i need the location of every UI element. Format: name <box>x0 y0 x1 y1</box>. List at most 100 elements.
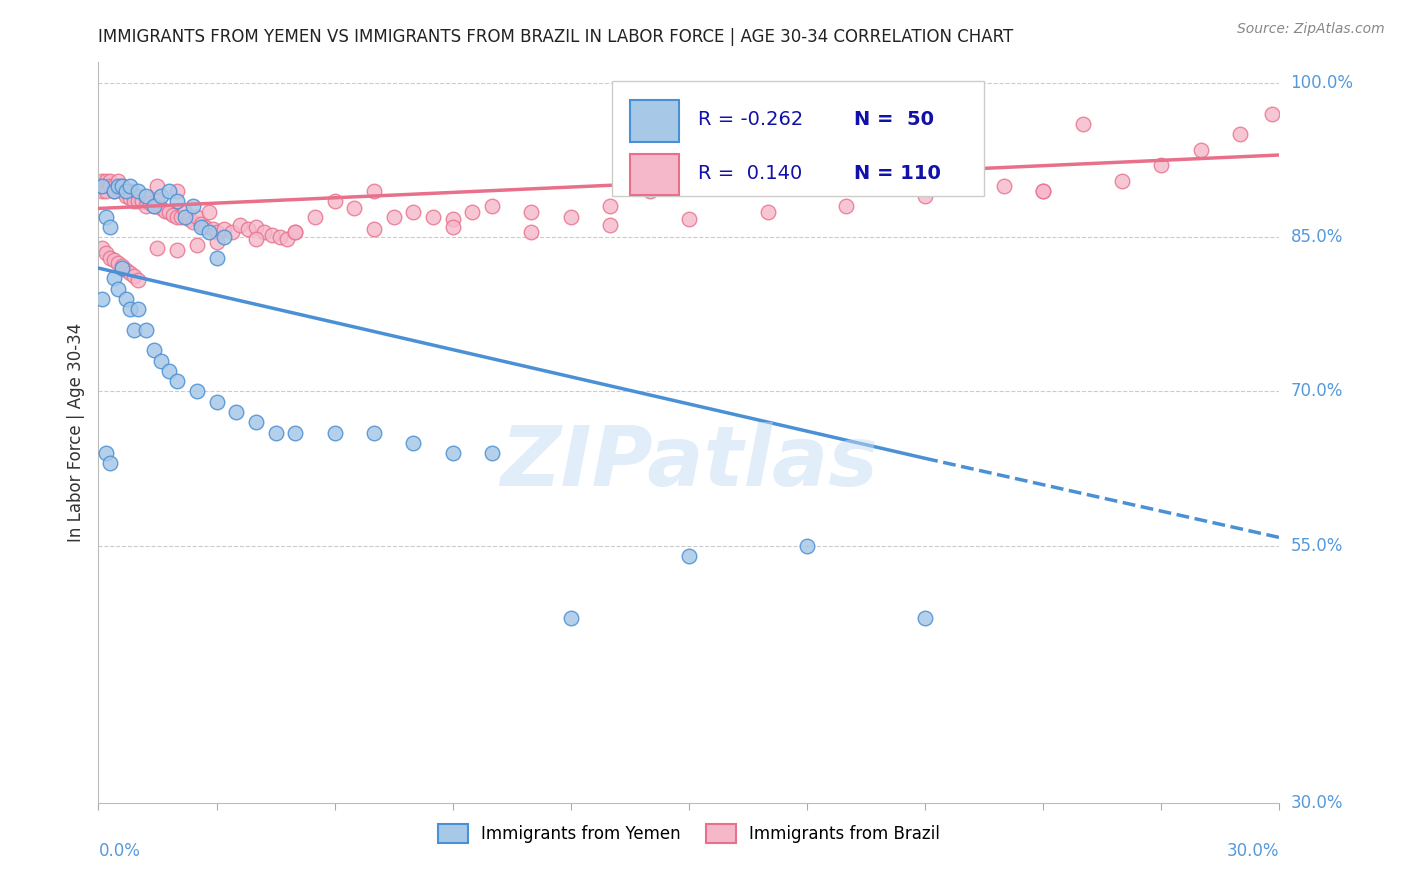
Text: R = -0.262: R = -0.262 <box>699 110 804 129</box>
Point <box>190 219 212 234</box>
Point <box>96 184 118 198</box>
Point <box>205 225 228 239</box>
Point <box>402 436 425 450</box>
Point <box>678 549 700 563</box>
Point <box>142 199 165 213</box>
Point <box>1189 143 1212 157</box>
Point <box>122 194 145 209</box>
Point <box>96 210 118 224</box>
Point <box>756 150 779 164</box>
Point <box>107 174 129 188</box>
Point <box>170 210 193 224</box>
Point <box>157 364 180 378</box>
Point <box>103 178 125 193</box>
Point <box>181 199 204 213</box>
Point <box>127 194 149 209</box>
Point <box>441 219 464 234</box>
Point <box>560 611 582 625</box>
Point <box>1032 184 1054 198</box>
Point <box>111 178 134 193</box>
Point <box>146 240 169 255</box>
Point <box>363 425 385 440</box>
Point <box>221 225 243 239</box>
Point <box>103 184 125 198</box>
Point <box>115 292 138 306</box>
Text: 100.0%: 100.0% <box>1291 74 1354 92</box>
Point <box>194 219 217 234</box>
Point <box>115 184 138 198</box>
Point <box>174 204 197 219</box>
Text: ZIPatlas: ZIPatlas <box>501 422 877 503</box>
Point <box>91 184 114 198</box>
Point <box>155 203 177 218</box>
Point <box>118 302 141 317</box>
Text: Source: ZipAtlas.com: Source: ZipAtlas.com <box>1237 22 1385 37</box>
Point <box>363 222 385 236</box>
Point <box>186 210 208 224</box>
FancyBboxPatch shape <box>630 153 679 195</box>
Point <box>481 446 503 460</box>
Point <box>304 210 326 224</box>
Point <box>276 232 298 246</box>
Point <box>560 210 582 224</box>
Point <box>111 178 134 193</box>
Point <box>520 225 543 239</box>
Point <box>205 251 228 265</box>
Point <box>162 208 184 222</box>
Point <box>127 189 149 203</box>
Point <box>157 184 180 198</box>
Point <box>135 189 157 203</box>
Point <box>142 343 165 358</box>
Point <box>461 204 484 219</box>
FancyBboxPatch shape <box>612 81 984 195</box>
Point <box>91 178 114 193</box>
Point <box>98 219 121 234</box>
Text: 30.0%: 30.0% <box>1227 842 1279 860</box>
Point <box>181 215 204 229</box>
Point <box>599 199 621 213</box>
Point <box>131 194 153 209</box>
Point <box>157 204 180 219</box>
Point <box>993 178 1015 193</box>
Point <box>107 282 129 296</box>
Point <box>1071 117 1094 131</box>
Point <box>914 174 936 188</box>
Point <box>150 202 173 216</box>
Point <box>756 204 779 219</box>
Point <box>91 174 114 188</box>
Point <box>111 259 134 273</box>
Point <box>98 174 121 188</box>
Point <box>127 273 149 287</box>
Point <box>245 232 267 246</box>
Point <box>91 240 114 255</box>
Point <box>678 169 700 183</box>
Point <box>236 222 259 236</box>
Point <box>1032 184 1054 198</box>
Point <box>1111 174 1133 188</box>
Text: 0.0%: 0.0% <box>98 842 141 860</box>
Point <box>323 194 346 209</box>
Point <box>122 269 145 284</box>
Point <box>678 211 700 226</box>
Point <box>111 261 134 276</box>
Point <box>146 178 169 193</box>
Point <box>115 263 138 277</box>
Point <box>382 210 405 224</box>
Text: N = 110: N = 110 <box>855 163 941 183</box>
Point <box>91 292 114 306</box>
FancyBboxPatch shape <box>630 100 679 142</box>
Point <box>717 178 740 193</box>
Point <box>205 235 228 250</box>
Point <box>107 178 129 193</box>
Point <box>1150 158 1173 172</box>
Point <box>343 202 366 216</box>
Point <box>127 184 149 198</box>
Point <box>166 374 188 388</box>
Point <box>146 194 169 209</box>
Point <box>122 189 145 203</box>
Point <box>253 225 276 239</box>
Point <box>150 353 173 368</box>
Point <box>138 196 160 211</box>
Text: 70.0%: 70.0% <box>1291 383 1343 401</box>
Point <box>103 252 125 267</box>
